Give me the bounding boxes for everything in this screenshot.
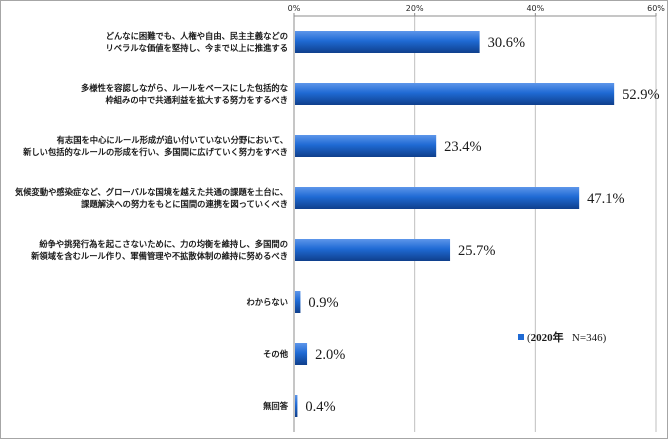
legend-label: (2020年 N=346) — [527, 330, 607, 344]
category-label: その他 — [263, 349, 289, 359]
tick-label: 20% — [406, 4, 424, 13]
category-label: 新領域を含むルール作り、軍備管理や不拡散体制の維持に努めるべき — [31, 251, 288, 261]
bar — [295, 395, 298, 417]
value-label: 0.9% — [308, 295, 338, 311]
bar — [295, 343, 308, 365]
bar — [295, 239, 451, 261]
value-label: 0.4% — [305, 399, 335, 415]
bar — [295, 135, 437, 157]
category-label: 紛争や挑発行為を起こさないために、力の均衡を維持し、多国間の — [39, 239, 288, 249]
legend-paren-close: ) — [603, 332, 607, 344]
bars — [295, 31, 615, 417]
category-label: 課題解決への努力をもとに国間の連携を図っていくべき — [81, 199, 288, 209]
category-label: 無回答 — [263, 401, 289, 411]
value-label: 47.1% — [587, 191, 624, 207]
category-label: リベラルな価値を堅持し、今まで以上に推進する — [105, 43, 288, 53]
value-label: 25.7% — [458, 243, 495, 259]
value-labels: 30.6% 52.9% 23.4% 47.1% 25.7% 0.9% 2.0% 0.4% — [305, 35, 659, 415]
category-label: 多様性を容認しながら、ルールをベースにした包括的な — [81, 83, 288, 93]
value-label: 52.9% — [622, 87, 659, 103]
legend-swatch — [518, 334, 524, 340]
value-label: 23.4% — [444, 139, 481, 155]
bar — [295, 31, 480, 53]
bar — [295, 187, 580, 209]
legend: (2020年 N=346) — [518, 330, 607, 344]
value-label: 2.0% — [315, 347, 345, 363]
x-axis-ticks: 0% 20% 40% 60% — [288, 4, 665, 432]
legend-space — [564, 332, 572, 344]
legend-n: N=346 — [572, 332, 603, 344]
tick-label: 0% — [288, 4, 301, 13]
category-label: わからない — [247, 297, 289, 307]
value-label: 30.6% — [488, 35, 525, 51]
category-label: どんなに困難でも、人権や自由、民主主義などの — [106, 31, 288, 41]
bar — [295, 291, 301, 313]
gridlines — [293, 16, 657, 432]
category-label: 気候変動や感染症など、グローバルな国境を越えた共通の課題を土台に、 — [15, 187, 288, 197]
legend-year: 2020年 — [531, 330, 564, 344]
category-label: 枠組みの中で共通利益を拡大する努力をするべき — [105, 95, 288, 105]
category-labels: どんなに困難でも、人権や自由、民主主義などのリベラルな価値を堅持し、今まで以上に… — [15, 31, 289, 411]
legend-paren-open: ( — [527, 332, 531, 344]
tick-label: 60% — [647, 4, 665, 13]
category-label: 新しい包括的なルールの形成を行い、多国間に広げていく努力をすべき — [23, 147, 288, 157]
bar — [295, 83, 615, 105]
tick-label: 40% — [526, 4, 544, 13]
category-label: 有志国を中心にルール形成が追い付いていない分野において、 — [57, 135, 288, 145]
